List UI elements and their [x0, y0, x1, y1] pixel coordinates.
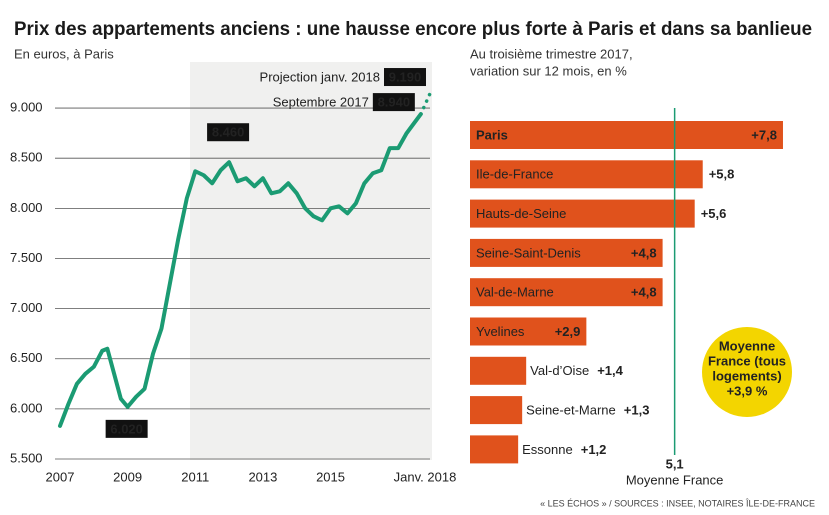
price-line [58, 112, 423, 428]
category-label: Val-d’Oise [530, 363, 589, 378]
value-label-box [384, 68, 426, 87]
category-label: Seine-Saint-Denis [476, 245, 581, 260]
y-tick-label: 8.000 [10, 200, 43, 215]
point-label: Projection janv. 2018 [260, 69, 380, 84]
reference-label: Moyenne France [626, 472, 724, 487]
title: Prix des appartements anciens : une haus… [14, 19, 812, 40]
bar [470, 356, 527, 385]
value-label: +2,9 [555, 324, 581, 339]
category-label: Essonne [522, 442, 573, 457]
bar [470, 121, 783, 149]
category-label: Hauts-de-Seine [476, 206, 566, 221]
value-label: +7,8 [751, 127, 777, 142]
badge-label: logements) [712, 368, 781, 383]
bar [470, 160, 703, 189]
value-label-box [207, 123, 250, 142]
y-tick-label: 7.000 [10, 300, 43, 315]
value-label: +4,8 [631, 285, 657, 300]
y-tick-label: 5.500 [10, 450, 43, 465]
x-tick-label: 2009 [113, 469, 142, 484]
x-tick-label: 2013 [248, 469, 277, 484]
x-tick-label: Janv. 2018 [394, 469, 457, 484]
value-label-box [105, 419, 148, 438]
bar [470, 435, 519, 464]
value-label: +5,6 [701, 206, 727, 221]
value-label: 8.940 [378, 95, 411, 110]
badge [702, 327, 792, 417]
category-label: Ile-de-France [476, 167, 553, 182]
value-label-box [372, 93, 415, 112]
badge-label: Moyenne [719, 338, 775, 353]
value-label: +4,8 [631, 245, 657, 260]
x-tick-label: 2011 [181, 469, 209, 484]
source: « LES ÉCHOS » / SOURCES : INSEE, NOTAIRE… [540, 498, 815, 508]
category-label: Val-de-Marne [476, 285, 554, 300]
subtitle: variation sur 12 mois, en % [470, 63, 627, 78]
value-label: +1,2 [581, 442, 607, 457]
category-label: Seine-et-Marne [526, 403, 616, 418]
background-photo [190, 62, 432, 460]
y-tick-label: 6.000 [10, 400, 43, 415]
value-label: 8.460 [212, 125, 245, 140]
badge-value: +3,9 % [727, 383, 768, 398]
badge-label: France (tous [708, 353, 786, 368]
subtitle: Au troisième trimestre 2017, [470, 46, 633, 61]
bar [470, 199, 695, 228]
bar [470, 396, 523, 425]
point-label: Septembre 2017 [273, 95, 369, 110]
value-label: +1,3 [624, 403, 650, 418]
x-tick-label: 2007 [46, 469, 75, 484]
bar [470, 317, 587, 346]
reference-value: 5,1 [666, 456, 684, 471]
y-tick-label: 7.500 [10, 250, 43, 265]
category-label: Paris [476, 127, 508, 142]
price-line [419, 87, 434, 116]
value-label: 9.190 [389, 69, 422, 84]
y-tick-label: 8.500 [10, 150, 43, 165]
subtitle: En euros, à Paris [14, 46, 114, 61]
bar [470, 238, 663, 267]
y-tick-label: 6.500 [10, 350, 43, 365]
x-tick-label: 2015 [316, 469, 345, 484]
y-tick-label: 9.000 [10, 100, 43, 115]
bar [470, 278, 663, 307]
value-label: +5,8 [709, 167, 735, 182]
category-label: Yvelines [476, 324, 525, 339]
value-label: +1,4 [597, 363, 623, 378]
value-label: 6.020 [110, 421, 143, 436]
